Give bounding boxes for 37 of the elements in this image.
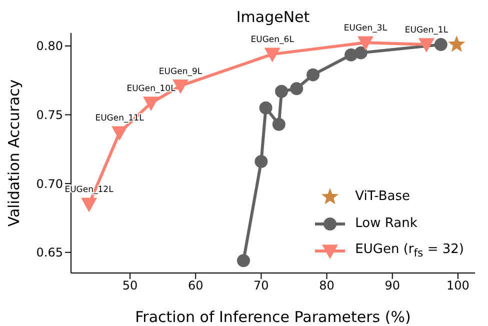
point bbox=[112, 126, 128, 141]
x-axis-title: Fraction of Inference Parameters (%) bbox=[135, 308, 411, 326]
point bbox=[354, 46, 368, 60]
point bbox=[236, 254, 250, 268]
annotation: EUGen_6L bbox=[250, 35, 294, 46]
annotation: EUGen_10L bbox=[126, 84, 176, 94]
chart-title: ImageNet bbox=[236, 8, 310, 26]
point bbox=[272, 118, 286, 131]
point bbox=[254, 155, 268, 168]
y-tick-label: 0.80 bbox=[36, 39, 63, 54]
x-tick-label: 50 bbox=[122, 278, 138, 293]
x-tick-label: 80 bbox=[319, 278, 334, 293]
x-tick-label: 70 bbox=[254, 278, 269, 293]
point bbox=[357, 36, 374, 51]
point bbox=[264, 48, 280, 62]
y-tick-label: 0.70 bbox=[36, 176, 63, 191]
point bbox=[143, 96, 160, 112]
point bbox=[275, 84, 288, 98]
legend-label: Low Rank bbox=[355, 216, 418, 231]
point bbox=[259, 101, 272, 114]
point bbox=[306, 68, 320, 82]
y-tick-label: 0.65 bbox=[36, 246, 63, 260]
y-tick-label: 0.75 bbox=[36, 108, 63, 122]
point bbox=[418, 38, 434, 53]
annotation: EUGen_1L bbox=[404, 26, 448, 36]
point bbox=[448, 36, 466, 52]
point bbox=[434, 38, 448, 52]
annotation: EUGen_3L bbox=[344, 24, 388, 34]
x-tick-label: 60 bbox=[188, 278, 204, 293]
x-tick-label: 90 bbox=[384, 278, 400, 293]
legend-label: EUGen (r$_{fs}$ = 32) bbox=[355, 242, 464, 260]
annotation: EUGen_9L bbox=[158, 66, 202, 77]
y-axis-title: Validation Accuracy bbox=[5, 79, 23, 227]
x-tick-label: 100 bbox=[446, 278, 470, 293]
legend-label: ViT-Base bbox=[355, 189, 410, 204]
point bbox=[81, 198, 98, 212]
point bbox=[290, 82, 304, 96]
